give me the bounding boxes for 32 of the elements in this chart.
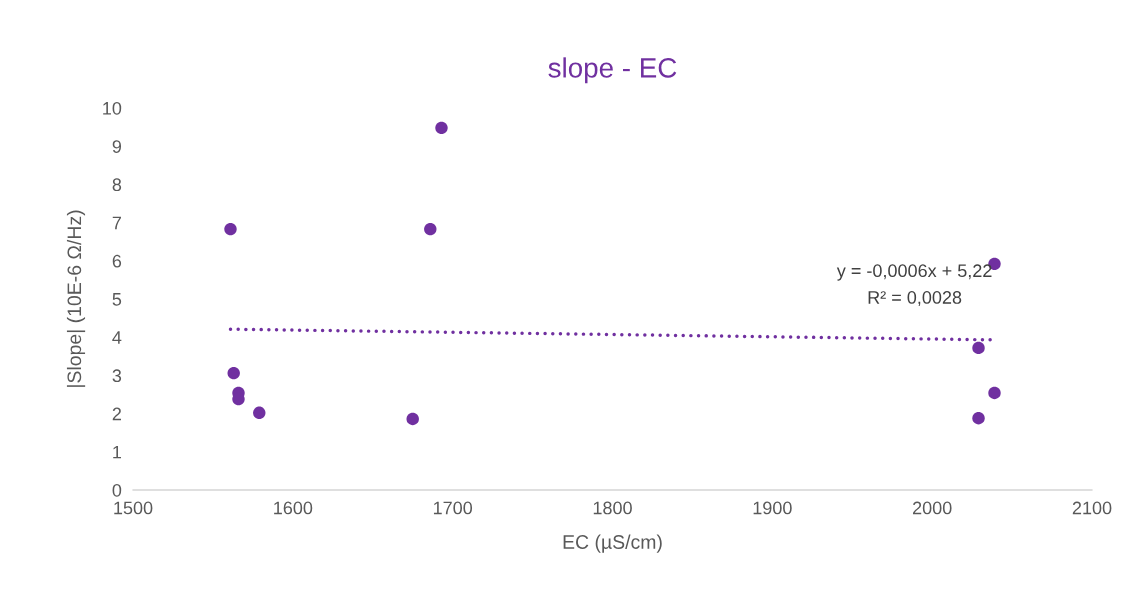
point [972,411,985,425]
chart-title: slope - EC [548,57,677,84]
y-tick-label: 6 [112,254,122,268]
y-tick-label: 1 [113,445,122,459]
annotation: y = -0,0006x + 5,22 [836,264,992,281]
point [988,386,1001,400]
y-tick-label: 5 [112,293,122,306]
x-axis-title: EC (µS/cm) [563,534,662,553]
x-tick-label: 1600 [274,501,313,515]
x-tick-label: 2000 [912,501,952,515]
y-axis-title: |Slope| (10E-6 Ω/Hz) [66,210,86,387]
point [227,366,240,380]
y-tick-label: 9 [112,140,122,153]
point [253,406,266,420]
point [972,341,985,355]
y-tick-label: 4 [112,331,122,344]
point [435,121,448,135]
x-tick-label: 2100 [1072,501,1112,515]
point [424,222,437,236]
annotation: R² = 0,0028 [868,291,962,306]
y-tick-label: 10 [103,101,122,115]
x-tick-label: 1700 [433,501,473,515]
y-tick-label: 2 [112,407,121,421]
x-tick-label: 1500 [114,501,153,515]
y-tick-label: 3 [112,369,122,383]
y-tick-label: 8 [112,178,122,192]
x-tick-label: 1800 [593,501,632,515]
x-tick-label: 1900 [753,501,792,515]
y-tick-label: 7 [112,216,121,230]
point [406,412,419,426]
point [224,222,237,236]
y-tick-label: 0 [112,483,122,497]
